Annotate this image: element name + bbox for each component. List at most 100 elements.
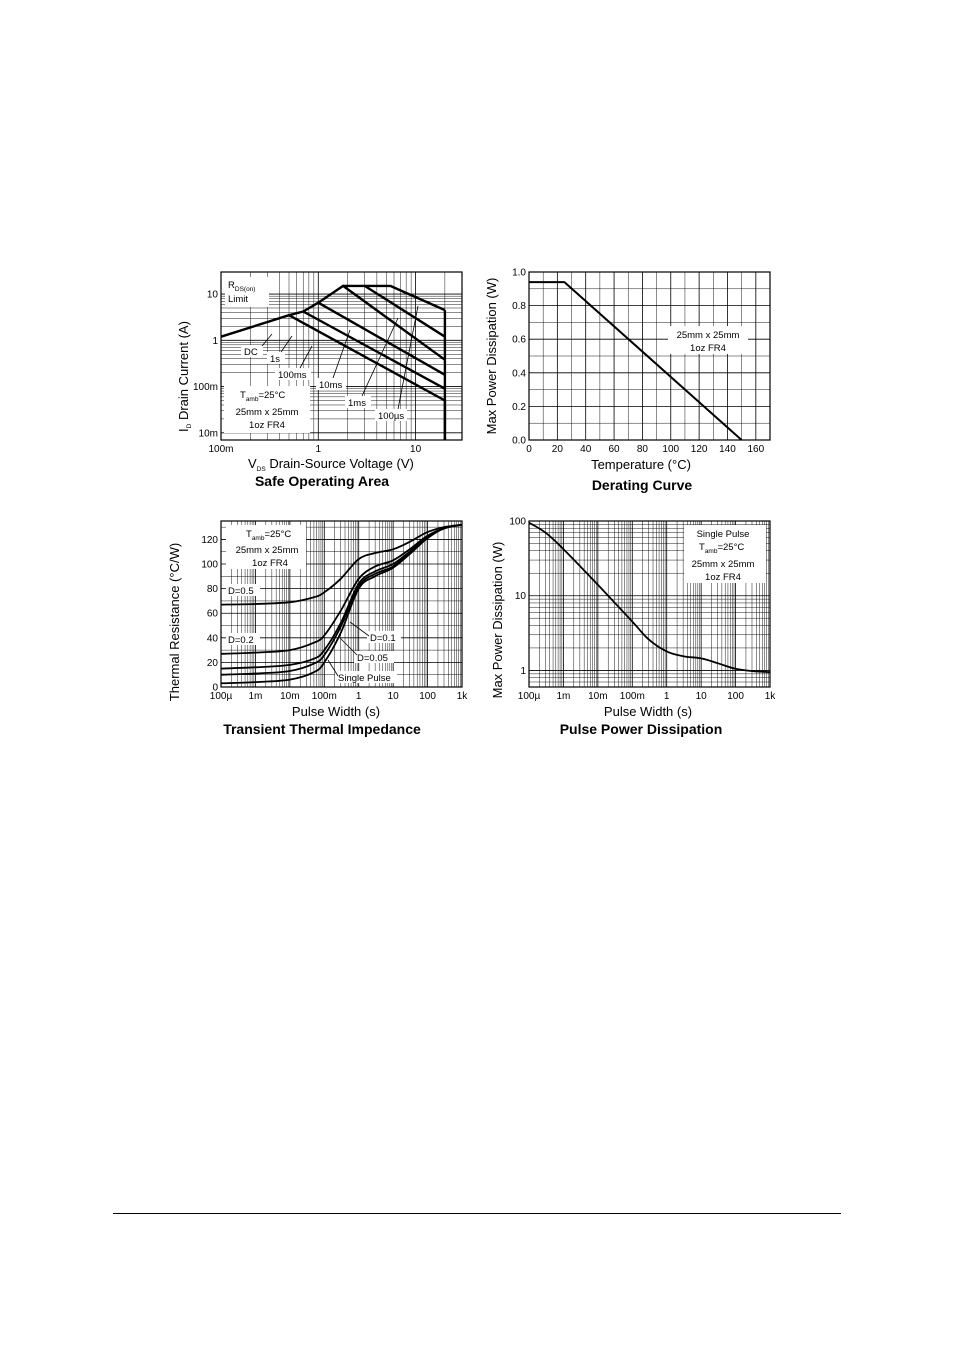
condition-single-pulse: Single Pulse <box>697 529 750 540</box>
x-tick-label: 140 <box>719 444 736 455</box>
series-label-single-pulse: Single Pulse <box>338 673 391 684</box>
y-tick-label: 10 <box>515 591 527 602</box>
leader-line <box>361 317 399 397</box>
series-line-single-pulse <box>528 521 771 673</box>
condition-temp: Tamb=25°C <box>246 529 291 542</box>
leader-line <box>397 305 419 410</box>
x-tick-label: 120 <box>691 444 708 455</box>
x-tick-label: 10m <box>280 691 299 702</box>
y-tick-label: 0 <box>212 683 218 694</box>
series-label-d0.2: D=0.2 <box>228 635 254 646</box>
y-tick-label: 10 <box>207 290 219 301</box>
series-label-100ms: 100ms <box>278 370 307 381</box>
rds-limit-label: Limit <box>228 294 248 305</box>
y-tick-label: 0.4 <box>512 368 526 379</box>
y-tick-label: 0.8 <box>512 301 526 312</box>
y-axis-label: ID Drain Current (A) <box>176 321 193 432</box>
label-box-d02 <box>226 633 260 645</box>
x-tick-label: 1k <box>765 691 777 702</box>
series-line-d005 <box>220 523 463 676</box>
conditions-box <box>226 525 306 569</box>
plot-frame <box>528 520 771 688</box>
series-label-d0.05: D=0.05 <box>357 653 388 664</box>
y-tick-label: 0.6 <box>512 335 526 346</box>
y-tick-label: 40 <box>207 633 219 644</box>
y-tick-label: 1 <box>520 666 526 677</box>
y-tick-label: 100m <box>193 382 218 393</box>
y-tick-label: 120 <box>201 535 218 546</box>
grid-lines <box>528 271 771 441</box>
series-label-d0.1: D=0.1 <box>370 633 396 644</box>
leader-line <box>332 329 351 379</box>
x-tick-label: 100 <box>662 444 679 455</box>
x-tick-label: 60 <box>608 444 620 455</box>
y-axis-label: Thermal Resistance (°C/W) <box>167 543 182 701</box>
y-tick-label: 1 <box>212 336 218 347</box>
label-box-d01 <box>367 631 401 643</box>
x-tick-label: 1 <box>664 691 670 702</box>
x-tick-label: 100µ <box>210 691 233 702</box>
label-box-dc <box>241 345 263 357</box>
rds-label-box <box>225 277 269 307</box>
x-tick-label: 100 <box>727 691 744 702</box>
x-tick-label: 10 <box>388 691 400 702</box>
condition-board: 25mm x 25mm <box>692 559 755 570</box>
x-tick-label: 1m <box>248 691 262 702</box>
y-tick-label: 100 <box>509 517 526 528</box>
x-tick-label: 20 <box>552 444 564 455</box>
x-axis-label: Temperature (°C) <box>591 457 691 472</box>
x-tick-label: 100m <box>312 691 337 702</box>
y-tick-label: 0.2 <box>512 402 526 413</box>
condition-temp: Tamb=25°C <box>699 542 744 555</box>
x-tick-label: 100 <box>419 691 436 702</box>
leader-line <box>261 333 273 347</box>
leader-line <box>349 621 370 637</box>
series-line-derating <box>529 281 743 441</box>
series-line-100ms <box>302 301 446 376</box>
series-label-100us: 100µs <box>378 411 404 422</box>
condition-board: 25mm x 25mm <box>236 545 299 556</box>
series-line-singlepulse <box>220 523 463 685</box>
conditions-box <box>668 326 748 354</box>
footer-rule <box>113 1213 841 1214</box>
x-tick-label: 10 <box>696 691 708 702</box>
series-label-10ms: 10ms <box>319 380 342 391</box>
label-box-100ms <box>275 368 311 380</box>
leader-line <box>327 659 339 677</box>
x-tick-label: 160 <box>747 444 764 455</box>
chart-safe-operating-area: 100m 1 10 10m 100m 1 10 RDS(on)Limit DC 1s 100ms 10… <box>176 271 463 489</box>
condition-temp: Tamb=25°C <box>240 390 285 403</box>
label-box-1s <box>267 352 285 364</box>
series-label-d0.5: D=0.5 <box>228 586 254 597</box>
series-label-dc: DC <box>244 347 258 358</box>
chart-transient-thermal-impedance: 100µ 1m 10m 100m 1 10 100 1k 0 20 40 60 80 100 120 Tamb… <box>167 520 469 737</box>
plot-frame <box>528 271 771 441</box>
chart-pulse-power-dissipation: 100µ 1m 10m 100m 1 10 100 1k 1 10 100 Single Pulse T… <box>490 517 776 738</box>
chart-title: Pulse Power Dissipation <box>560 721 723 737</box>
x-tick-label: 1k <box>457 691 469 702</box>
x-tick-label: 1 <box>316 444 322 455</box>
leader-line <box>299 345 313 369</box>
x-tick-label: 100m <box>620 691 645 702</box>
label-box-d05 <box>226 584 260 596</box>
label-box-10ms <box>316 378 346 390</box>
chart-derating-curve: 0 20 40 60 80 100 120 140 160 0.0 0.2 0.4 0.6 0.8 1.0 2… <box>484 268 771 493</box>
y-tick-label: 1.0 <box>512 268 526 279</box>
chart-title: Transient Thermal Impedance <box>223 721 421 737</box>
x-tick-label: 80 <box>637 444 649 455</box>
y-tick-label: 80 <box>207 584 219 595</box>
series-label-1ms: 1ms <box>348 398 366 409</box>
leader-line <box>280 335 293 353</box>
condition-copper: 1oz FR4 <box>705 572 741 583</box>
y-tick-label: 0.0 <box>512 436 526 447</box>
label-box-single-pulse <box>335 671 397 683</box>
plot-frame <box>220 271 463 441</box>
series-line-d05 <box>220 523 463 606</box>
chart-title: Derating Curve <box>592 477 693 493</box>
label-box-d005 <box>354 651 394 663</box>
x-axis-label: Pulse Width (s) <box>604 704 692 719</box>
chart-title: Safe Operating Area <box>255 473 389 489</box>
y-axis-label: Max Power Dissipation (W) <box>490 542 505 699</box>
conditions-box <box>684 525 766 583</box>
